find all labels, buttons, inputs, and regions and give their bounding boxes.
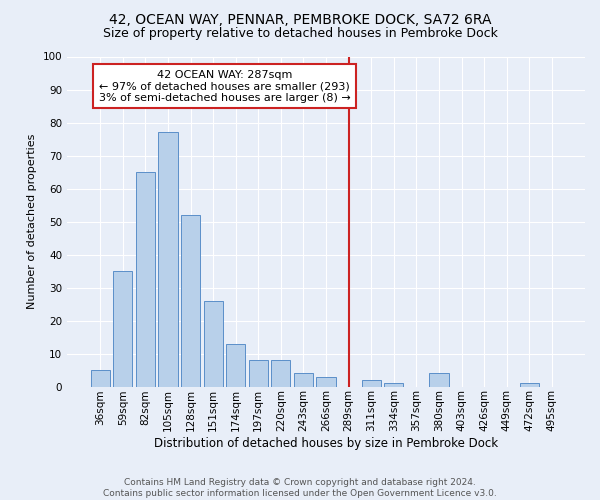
Bar [113, 271, 133, 386]
Bar [362, 380, 381, 386]
Bar [384, 383, 403, 386]
Bar [136, 172, 155, 386]
Text: Size of property relative to detached houses in Pembroke Dock: Size of property relative to detached ho… [103, 28, 497, 40]
Text: Contains HM Land Registry data © Crown copyright and database right 2024.
Contai: Contains HM Land Registry data © Crown c… [103, 478, 497, 498]
Text: 42 OCEAN WAY: 287sqm
← 97% of detached houses are smaller (293)
3% of semi-detac: 42 OCEAN WAY: 287sqm ← 97% of detached h… [98, 70, 350, 103]
Bar [226, 344, 245, 386]
Bar [248, 360, 268, 386]
Bar [203, 300, 223, 386]
Bar [91, 370, 110, 386]
Bar [181, 215, 200, 386]
Bar [158, 132, 178, 386]
Y-axis label: Number of detached properties: Number of detached properties [27, 134, 37, 309]
Bar [294, 374, 313, 386]
Bar [316, 376, 335, 386]
X-axis label: Distribution of detached houses by size in Pembroke Dock: Distribution of detached houses by size … [154, 437, 498, 450]
Bar [430, 374, 449, 386]
Text: 42, OCEAN WAY, PENNAR, PEMBROKE DOCK, SA72 6RA: 42, OCEAN WAY, PENNAR, PEMBROKE DOCK, SA… [109, 12, 491, 26]
Bar [520, 383, 539, 386]
Bar [271, 360, 290, 386]
